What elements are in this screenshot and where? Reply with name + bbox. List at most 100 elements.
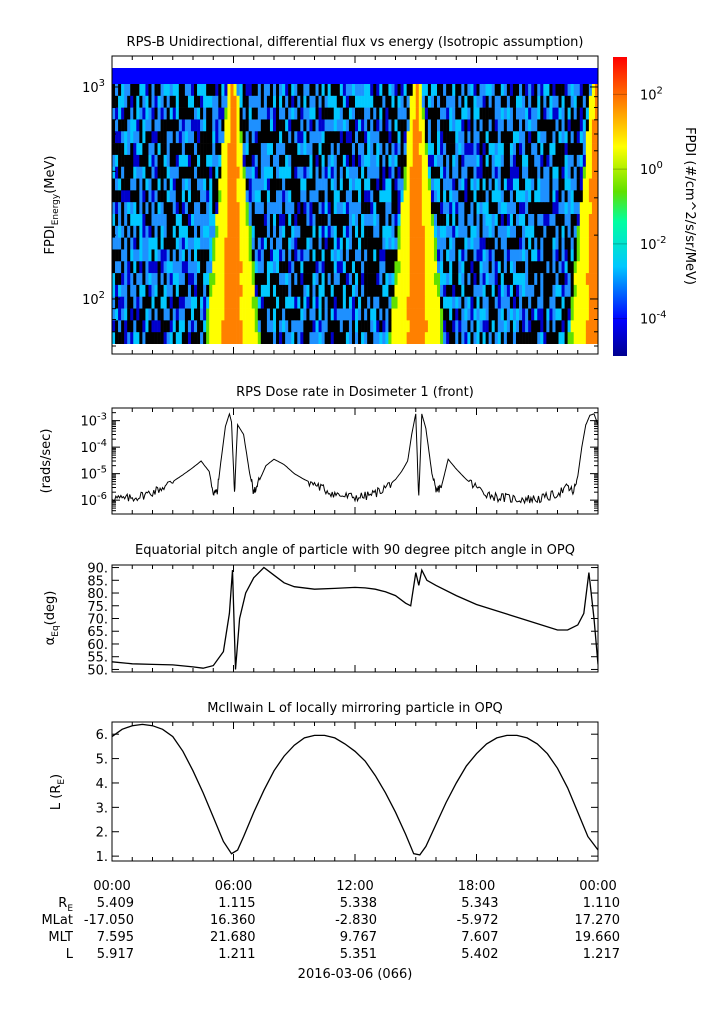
spectrogram-cell: [400, 84, 404, 97]
spectrogram-cell: [272, 225, 277, 238]
spectrogram-cell: [178, 190, 183, 203]
spectrogram-cell: [127, 296, 131, 309]
spectrogram-cell: [570, 95, 574, 108]
spectrogram-cell: [546, 107, 550, 120]
spectrogram-cell: [121, 143, 125, 156]
spectrogram-cell: [449, 284, 453, 298]
spectrogram-cell: [148, 284, 152, 298]
spectrogram-cell: [351, 131, 356, 144]
spectrogram-cell: [336, 202, 341, 215]
spectrogram-cell: [130, 332, 134, 344]
spectrogram-cell: [351, 95, 356, 108]
spectrogram-cell: [558, 119, 562, 132]
spectrogram-cell: [257, 225, 262, 238]
spectrogram-cell: [467, 84, 471, 97]
spectrogram-cell: [276, 84, 280, 97]
spectrogram-cell: [130, 284, 134, 298]
spectrogram-cell: [306, 166, 310, 179]
spectrogram-cell: [145, 214, 149, 227]
spectrogram-cell: [573, 131, 578, 144]
spectrogram-cell: [449, 261, 453, 274]
spectrogram-cell: [509, 131, 514, 144]
spectrogram-cell: [327, 332, 331, 344]
spectrogram-cell: [370, 178, 374, 191]
spectrogram-cell: [118, 107, 122, 120]
spectrogram-cell: [552, 225, 556, 238]
spectrogram-cell: [166, 84, 171, 97]
spectrogram-cell: [512, 261, 517, 274]
spectrogram-cell: [200, 284, 204, 298]
spectrogram-cell: [291, 178, 295, 191]
spectrogram-cell: [512, 332, 517, 344]
spectrogram-cell: [482, 190, 486, 203]
spectrogram-cell: [491, 178, 496, 191]
spectrogram-cell: [145, 154, 149, 168]
spectrogram-cell: [424, 225, 429, 238]
spectrogram-cell: [388, 143, 392, 156]
spectrogram-cell: [197, 178, 201, 191]
spectrogram-cell: [169, 178, 174, 191]
spectrogram-cell: [588, 84, 593, 97]
spectrogram-cell: [342, 284, 347, 298]
spectrogram-cell: [561, 249, 565, 262]
spectrogram-cell: [446, 273, 450, 286]
spectrogram-cell: [506, 261, 511, 274]
spectrogram-cell: [163, 84, 167, 97]
spectrogram-cell: [573, 119, 578, 132]
spectrogram-cell: [421, 190, 426, 203]
spectrogram-cell: [324, 154, 328, 168]
spectrogram-cell: [400, 296, 404, 309]
spectrogram-cell: [291, 249, 295, 262]
spectrogram-cell: [394, 119, 398, 132]
spectrogram-cell: [443, 119, 447, 132]
spectrogram-cell: [558, 225, 562, 238]
spectrogram-cell: [276, 107, 280, 120]
spectrogram-cell: [403, 225, 407, 238]
spectrogram-cell: [230, 296, 234, 309]
spectrogram-cell: [212, 84, 216, 97]
spectrogram-cell: [291, 225, 295, 238]
spectrogram-cell: [391, 154, 395, 168]
spectrogram-cell: [118, 308, 122, 321]
spectrogram-cell: [497, 320, 502, 333]
spectrogram-cell: [385, 202, 389, 215]
spectrogram-cell: [257, 131, 262, 144]
spectrogram-cell: [309, 308, 313, 321]
spectrogram-cell: [515, 249, 520, 262]
spectrogram-cell: [567, 261, 571, 274]
spectrogram-cell: [172, 332, 177, 344]
spectrogram-cell: [555, 308, 559, 321]
spectrogram-cell: [154, 249, 158, 262]
spectrogram-cell: [239, 107, 243, 120]
spectrogram-cell: [585, 261, 590, 274]
spectrogram-cell: [339, 308, 344, 321]
spectrogram-cell: [549, 214, 553, 227]
spectrogram-cell: [430, 95, 435, 108]
spectrogram-cell: [303, 95, 307, 108]
spectrogram-cell: [175, 178, 180, 191]
spectrogram-cell: [543, 225, 547, 238]
spectrogram-cell: [379, 273, 383, 286]
spectrogram-cell: [288, 107, 292, 120]
spectrogram-cell: [515, 237, 520, 250]
spectrogram-cell: [209, 284, 213, 298]
spectrogram-cell: [552, 202, 556, 215]
spectrogram-cell: [321, 190, 325, 203]
spectrogram-cell: [163, 178, 167, 191]
spectrogram-cell: [236, 273, 240, 286]
spectrogram-cell: [194, 214, 198, 227]
spectrogram-cell: [555, 214, 559, 227]
colorbar: [613, 57, 627, 356]
spectrogram-cell: [124, 166, 128, 179]
spectrogram-cell: [412, 237, 417, 250]
spectrogram-cell: [254, 237, 259, 250]
spectrogram-cell: [552, 320, 556, 333]
spectrogram-cell: [187, 320, 192, 333]
spectrogram-cell: [558, 320, 562, 333]
spectrogram-cell: [269, 225, 274, 238]
spectrogram-cell: [178, 143, 183, 156]
spectrogram-cell: [488, 237, 492, 250]
spectrogram-cell: [315, 225, 319, 238]
spectrogram-cell: [276, 214, 280, 227]
spectrogram-cell: [515, 308, 520, 321]
